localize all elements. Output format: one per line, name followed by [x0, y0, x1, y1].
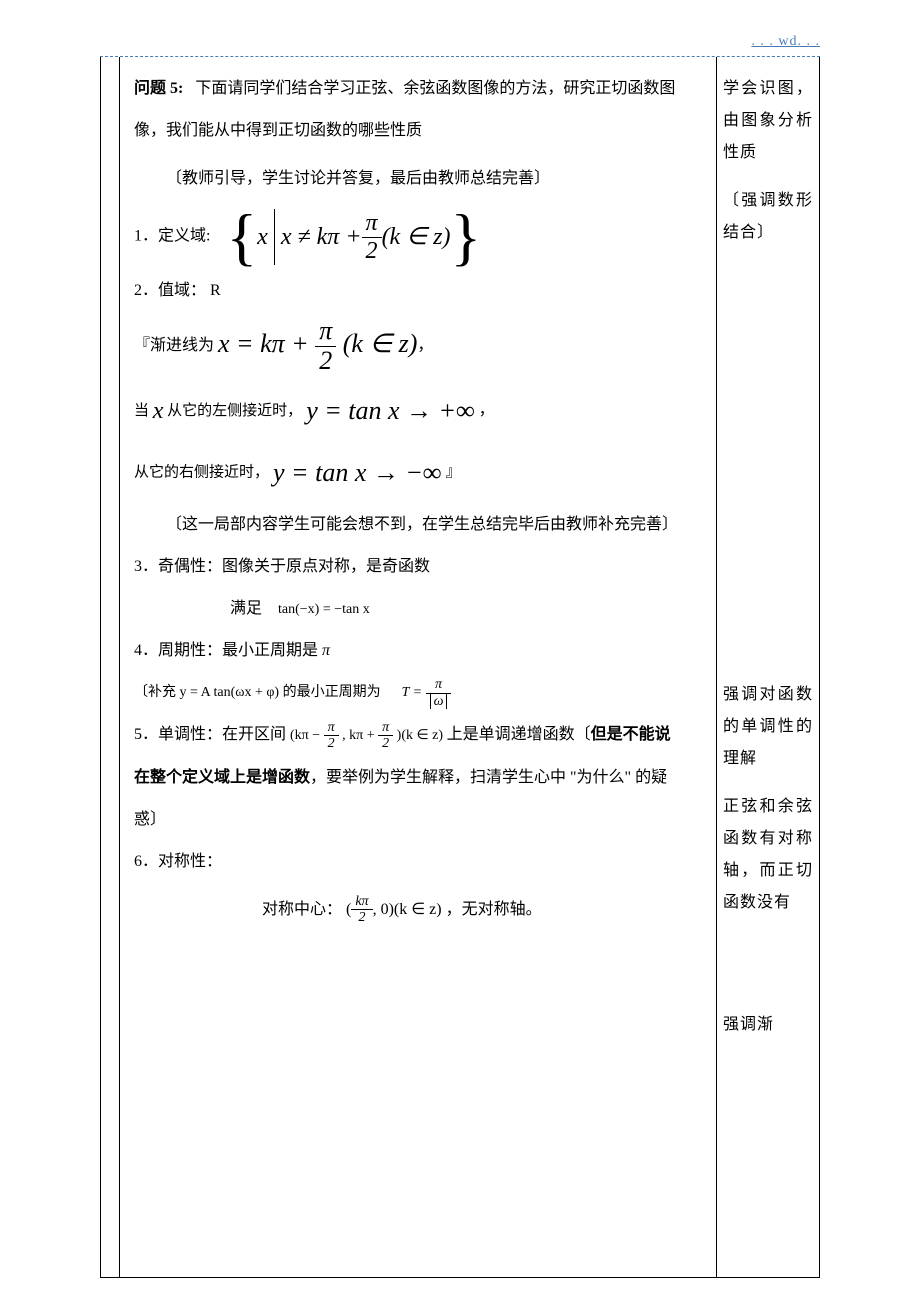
supp1: 〔补充 y = A tan(ωx + φ) 的最小正周期为: [134, 685, 381, 700]
item5-kz: )(k ∈ z): [397, 728, 443, 743]
item-1-domain: 1．定义域: { x x ≠ kπ + π 2 (k ∈ z) }: [134, 205, 706, 269]
item5-frac1: π 2: [324, 720, 339, 752]
item-5-monotone: 5．单调性：在开区间 (kπ − π 2 , kπ + π 2 )(k ∈ z)…: [134, 719, 706, 752]
item5e: ，要举例为学生解释，扫清学生心中 "为什么" 的疑: [310, 769, 667, 786]
item1-kz: (k ∈ z): [382, 213, 451, 261]
asym-den: 2: [315, 347, 336, 376]
i5d2: 2: [378, 736, 393, 751]
item-4-period: 4．周期性：最小正周期是 π: [134, 635, 706, 667]
item5a: 5．单调性：在开区间: [134, 726, 286, 743]
asym-num: π: [315, 317, 336, 347]
item6-frac: kπ 2: [351, 894, 372, 926]
left-prefix-wrap: 当 x 从它的左侧接近时，: [134, 403, 302, 419]
supplement-period: 〔补充 y = A tan(ωx + φ) 的最小正周期为 T = π ω: [134, 677, 706, 709]
item5b: 上是单调递增函数〔: [447, 726, 591, 743]
supp-frac: π ω: [426, 677, 452, 709]
asym-prefix: 『渐进线为: [134, 337, 214, 354]
content-table: 问题 5: 下面请同学们结合学习正弦、余弦函数图像的方法，研究正切函数图 像，我…: [100, 57, 820, 1278]
i5n2: π: [378, 720, 393, 736]
suppT: T =: [402, 685, 422, 700]
header-wd-text: . . . wd. . .: [751, 34, 820, 50]
column-main: 问题 5: 下面请同学们结合学习正弦、余弦函数图像的方法，研究正切函数图 像，我…: [120, 57, 716, 1277]
item5-sep: , kπ +: [342, 728, 374, 743]
note-4: 正弦和余弦函数有对称轴，而正切函数没有: [723, 791, 813, 919]
column-left-margin: [101, 57, 120, 1277]
item6b: 对称中心：: [262, 901, 342, 918]
right-limit: 从它的右侧接近时， y = tan x → −∞ 』: [134, 447, 706, 499]
i5d1: 2: [324, 736, 339, 751]
asymptote-line: 『渐进线为 x = kπ + π 2 (k ∈ z) ，: [134, 317, 706, 375]
asym-frac: π 2: [315, 317, 336, 375]
item1-den: 2: [362, 238, 382, 264]
item-3-parity: 3．奇偶性：图像关于原点对称，是奇函数: [134, 551, 706, 583]
item3b: 满足: [230, 600, 262, 617]
i5n1: π: [324, 720, 339, 736]
document-page: . . . wd. . . 问题 5: 下面请同学们结合学习正弦、余弦函数图像的…: [0, 0, 920, 1278]
q5-text-line2: 像，我们能从中得到正切函数的哪些性质: [134, 115, 706, 147]
item1-label: 1．定义域:: [134, 228, 210, 245]
item1-x: x: [257, 213, 268, 261]
item-2-range: 2．值域： R: [134, 275, 706, 307]
item5-int1: (kπ −: [290, 728, 320, 743]
item5d: 在整个定义域上是增函数: [134, 769, 310, 786]
item5c: 但是不能说: [591, 726, 671, 743]
header-separator: . . . wd. . .: [100, 0, 820, 57]
item5-frac2: π 2: [378, 720, 393, 752]
item-5-line3: 惑〕: [134, 804, 706, 836]
column-right-notes: 学会识图，由图象分析性质 〔强调数形结合〕 强调对函数的单调性的理解 正弦和余弦…: [716, 57, 819, 1277]
supp-den: ω: [426, 694, 452, 709]
note-2: 〔强调数形结合〕: [723, 185, 813, 249]
note-5: 强调渐: [723, 1009, 813, 1041]
left-comma: ，: [479, 402, 495, 419]
item4-pi: π: [322, 642, 330, 659]
item6-rest: , 0)(k ∈ z): [373, 901, 442, 918]
item-6-center: 对称中心： ( kπ 2 , 0)(k ∈ z) ，无对称轴。: [134, 894, 706, 926]
item6-num: kπ: [351, 894, 372, 910]
asym-comma: ，: [417, 337, 433, 354]
q5-line1: 下面请同学们结合学习正弦、余弦函数图像的方法，研究正切函数图: [195, 80, 675, 97]
asym-eq: x = kπ +: [218, 329, 309, 358]
item1-cond: x ≠ kπ +: [281, 213, 362, 261]
item1-set: { x x ≠ kπ + π 2 (k ∈ z) }: [226, 205, 481, 269]
item1-num: π: [362, 210, 382, 237]
left-prefix: 从它的左侧接近时，: [163, 403, 302, 419]
teacher-note-2: 〔这一局部内容学生可能会想不到，在学生总结完毕后由教师补充完善〕: [134, 509, 706, 541]
teacher-note-1: 〔教师引导，学生讨论并答复，最后由教师总结完善〕: [134, 163, 706, 195]
note-1: 学会识图，由图象分析性质: [723, 73, 813, 169]
right-prefix: 从它的右侧接近时，: [134, 465, 269, 481]
right-end: 』: [445, 464, 461, 481]
supp-num: π: [426, 677, 452, 693]
right-eq: y = tan x → −∞: [273, 447, 441, 499]
item-3-satisfy: 满足 tan(−x) = −tan x: [134, 593, 706, 625]
item5-interval: (kπ − π 2 , kπ + π 2 )(k ∈ z): [290, 728, 447, 743]
item-6-symmetry: 6．对称性：: [134, 846, 706, 878]
item6-point: ( kπ 2 , 0)(k ∈ z): [346, 901, 446, 918]
asym-kz: (k ∈ z): [343, 329, 418, 358]
q5-label: 问题 5:: [134, 80, 183, 97]
question-5: 问题 5: 下面请同学们结合学习正弦、余弦函数图像的方法，研究正切函数图: [134, 73, 706, 105]
item6-den: 2: [351, 910, 372, 925]
left-limit: 当 x 从它的左侧接近时， y = tan x → +∞ ，: [134, 385, 706, 437]
note-3: 强调对函数的单调性的理解: [723, 679, 813, 775]
item-5-line2: 在整个定义域上是增函数，要举例为学生解释，扫清学生心中 "为什么" 的疑: [134, 762, 706, 794]
supp-omega: ω: [430, 694, 448, 709]
item3c: tan(−x) = −tan x: [278, 602, 370, 617]
item1-frac: π 2: [362, 210, 382, 264]
item4-text: 4．周期性：最小正周期是: [134, 642, 318, 659]
left-eq: y = tan x → +∞: [306, 385, 474, 437]
item6c: ，无对称轴。: [446, 901, 542, 918]
